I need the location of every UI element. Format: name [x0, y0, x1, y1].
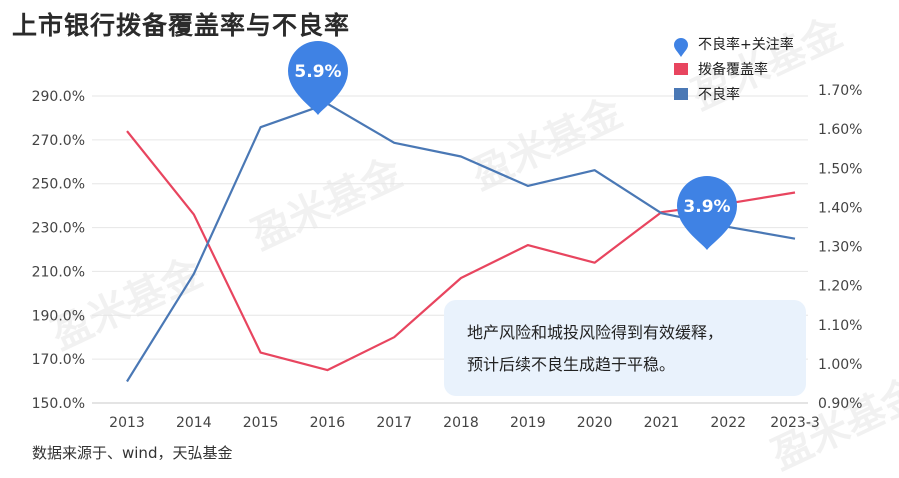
left-tick-label: 270.0% [32, 133, 85, 149]
x-tick-label: 2022 [710, 415, 746, 431]
left-axis-ticks: 150.0% 170.0% 190.0% 210.0% 230.0% 250.0% 270.… [32, 89, 85, 412]
right-tick-label: 1.10% [818, 318, 862, 334]
right-tick-label: 1.60% [818, 122, 862, 138]
x-tick-label: 2013 [109, 415, 145, 431]
note-line: 预计后续不良生成趋于平稳。 [467, 355, 675, 374]
legend-label: 不良率 [698, 86, 740, 103]
left-tick-label: 150.0% [32, 396, 85, 412]
x-tick-label: 2021 [644, 415, 680, 431]
x-tick-label: 2020 [577, 415, 613, 431]
left-tick-label: 290.0% [32, 89, 85, 105]
watermark-text: 盈米基金 [245, 149, 410, 259]
annotation-box: 地产风险和城投风险得到有效缓释， 预计后续不良生成趋于平稳。 [444, 300, 806, 396]
callout-pin [288, 41, 348, 115]
left-tick-label: 250.0% [32, 177, 85, 193]
left-tick-label: 170.0% [32, 352, 85, 368]
right-tick-label: 1.00% [818, 357, 862, 373]
callout-label: 3.9% [683, 197, 730, 217]
x-tick-label: 2015 [243, 415, 279, 431]
right-tick-label: 1.70% [818, 83, 862, 99]
x-tick-label: 2017 [376, 415, 412, 431]
callout-pins: 5.9% 3.9% [288, 41, 737, 250]
right-axis-ticks: 0.90% 1.00% 1.10% 1.20% 1.30% 1.40% 1.50% 1.60%… [818, 83, 862, 412]
legend-square-marker [674, 88, 688, 100]
callout-label: 5.9% [294, 62, 341, 82]
x-tick-label: 2019 [510, 415, 546, 431]
legend-label: 拨备覆盖率 [698, 61, 768, 78]
legend-label: 不良率+关注率 [698, 36, 794, 53]
x-tick-label: 2018 [443, 415, 479, 431]
note-box [444, 300, 806, 396]
left-tick-label: 230.0% [32, 221, 85, 237]
right-tick-label: 1.40% [818, 200, 862, 216]
callout-pin [677, 176, 737, 250]
left-tick-label: 190.0% [32, 308, 85, 324]
legend-pin-marker [674, 38, 688, 57]
right-tick-label: 1.30% [818, 240, 862, 256]
legend-square-marker [674, 63, 688, 75]
right-tick-label: 0.90% [818, 396, 862, 412]
x-tick-label: 2023-3 [770, 415, 820, 431]
x-axis-ticks: 2013 2014 2015 2016 2017 2018 2019 2020 2021 2022… [109, 415, 820, 431]
source-note: 数据来源于、wind，天弘基金 [32, 444, 233, 462]
right-tick-label: 1.20% [818, 279, 862, 295]
x-tick-label: 2016 [310, 415, 346, 431]
chart-title: 上市银行拨备覆盖率与不良率 [12, 11, 351, 40]
watermark-text: 盈米基金 [465, 89, 630, 199]
x-tick-label: 2014 [176, 415, 212, 431]
note-line: 地产风险和城投风险得到有效缓释， [467, 323, 723, 342]
right-tick-label: 1.50% [818, 161, 862, 177]
left-tick-label: 210.0% [32, 264, 85, 280]
